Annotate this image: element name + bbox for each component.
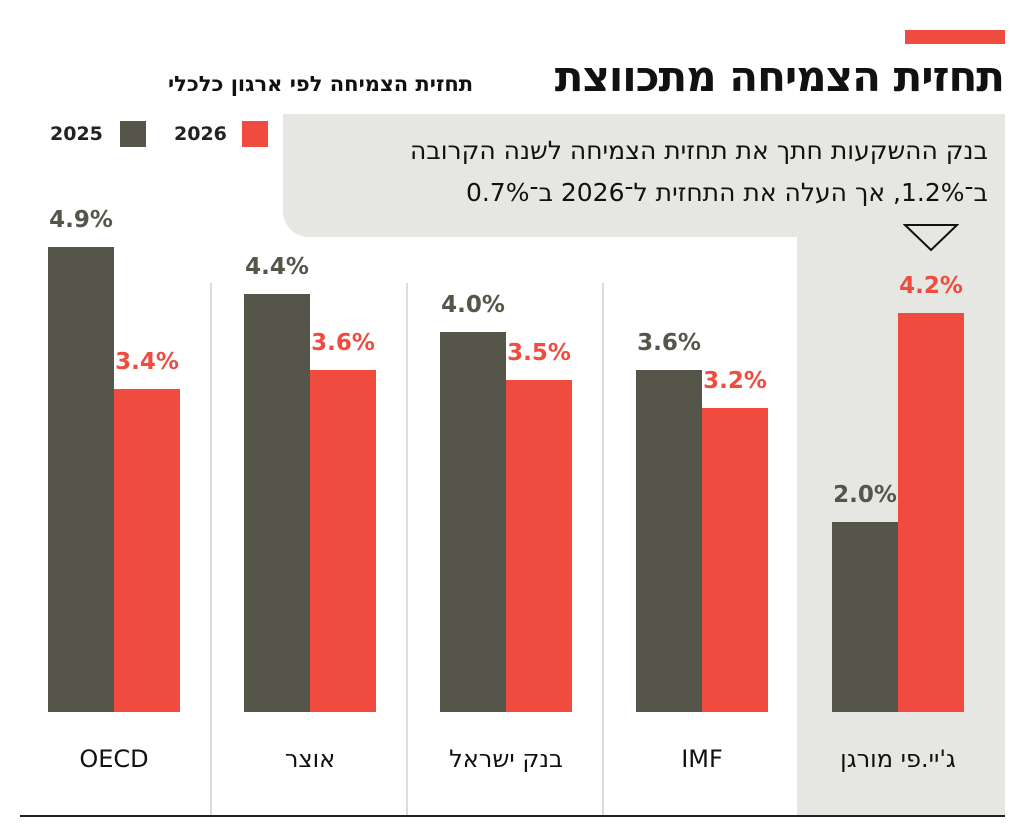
annotation-box: בנק ההשקעות חתך את תחזית הצמיחה לשנה הקר… xyxy=(283,114,1005,237)
bar-2026-0 xyxy=(114,389,180,712)
category-label-bank-of-israel: בנק ישראל xyxy=(449,745,563,773)
bar-2025-4 xyxy=(832,522,898,712)
bar-value-label-2026-4: 4.2% xyxy=(899,273,963,299)
bar-value-label-2026-3: 3.2% xyxy=(703,368,767,394)
bar-2026-2 xyxy=(506,379,572,712)
annotation-line-2: ב־1.2%, אך העלה את התחזית ל־2026 ב־0.7% xyxy=(465,178,988,207)
bar-value-label-2026-2: 3.5% xyxy=(507,339,571,366)
bar-2026-3 xyxy=(702,408,768,712)
bar-2025-3 xyxy=(636,370,702,712)
legend-label-2025: 2025 xyxy=(50,123,103,145)
chart-subtitle: תחזית הצמיחה לפי ארגון כלכלי xyxy=(168,72,474,96)
group-divider xyxy=(602,283,604,815)
category-label-jp-morgan: ג'יי.פי מורגן xyxy=(840,745,956,773)
bar-value-label-2025-1: 4.4% xyxy=(245,254,309,280)
legend-swatch-2025 xyxy=(120,121,146,147)
bar-value-label-2025-2: 4.0% xyxy=(441,292,505,318)
bar-value-label-2026-1: 3.6% xyxy=(311,330,375,356)
annotation-pointer-icon xyxy=(903,224,959,252)
chart-baseline xyxy=(20,815,1005,817)
legend-label-2026: 2026 xyxy=(174,123,227,145)
bar-2026-1 xyxy=(310,370,376,712)
chart-title: תחזית הצמיחה מתכווצת xyxy=(554,52,1005,101)
accent-bar xyxy=(905,30,1005,44)
category-label-imf: IMF xyxy=(681,745,723,773)
legend: 2025 2026 xyxy=(48,121,268,147)
bar-value-label-2025-0: 4.9% xyxy=(49,206,113,233)
bar-value-label-2025-3: 3.6% xyxy=(637,330,701,356)
group-divider xyxy=(406,283,408,815)
category-label-treasury: אוצר xyxy=(284,745,336,773)
annotation-line-1: בנק ההשקעות חתך את תחזית הצמיחה לשנה הקר… xyxy=(409,136,988,165)
bar-2026-4 xyxy=(898,313,964,712)
legend-swatch-2026 xyxy=(242,121,268,147)
category-label-oecd: OECD xyxy=(79,745,149,773)
bar-2025-0 xyxy=(48,246,114,712)
bar-2025-2 xyxy=(440,332,506,712)
group-divider xyxy=(210,283,212,815)
bar-2025-1 xyxy=(244,294,310,712)
bar-value-label-2025-4: 2.0% xyxy=(833,482,897,508)
bar-value-label-2026-0: 3.4% xyxy=(115,349,179,375)
